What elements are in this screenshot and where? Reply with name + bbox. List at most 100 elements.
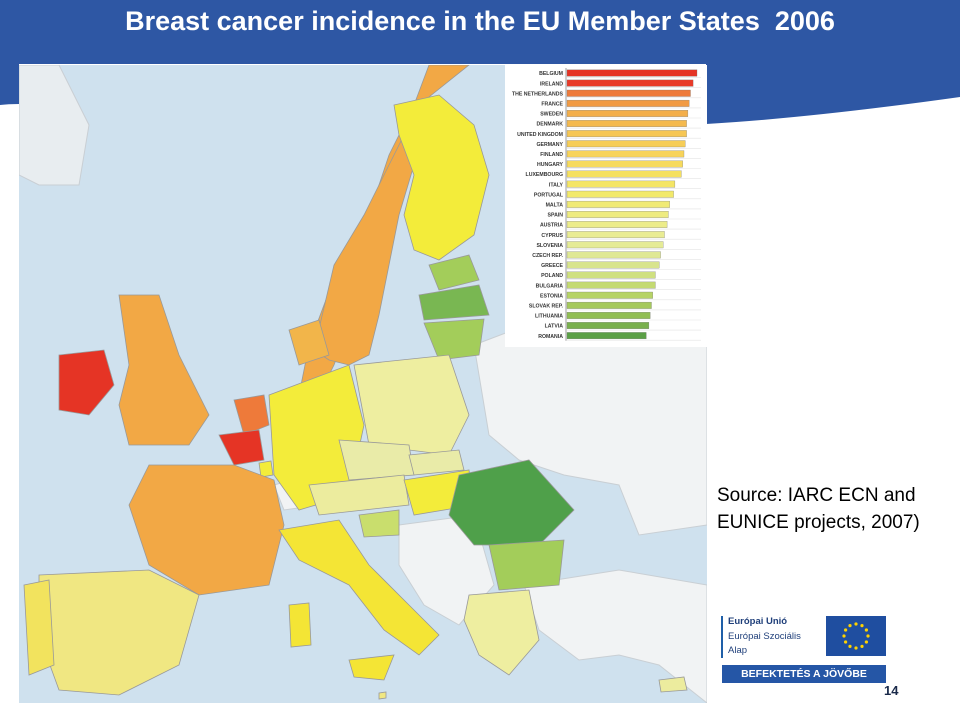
europe-map: [19, 65, 707, 703]
flag-star: [844, 628, 848, 632]
bar: [566, 130, 687, 138]
country-united-kingdom: [118, 294, 210, 446]
bar-label: CZECH REP.: [532, 253, 563, 259]
bar: [566, 251, 661, 259]
country-italy-sardinia: [288, 602, 312, 648]
bar-label: POLAND: [541, 273, 563, 279]
country-czech-rep: [338, 439, 415, 481]
country-poland: [353, 354, 470, 456]
bar-label: FINLAND: [540, 152, 563, 158]
bar: [566, 180, 676, 188]
flag-star: [842, 634, 846, 638]
bar: [566, 332, 647, 340]
bar: [566, 140, 686, 148]
bar: [566, 190, 674, 198]
bar-label: SPAIN: [548, 213, 564, 219]
country-malta: [378, 691, 387, 700]
bar-chart-svg: BELGIUM IRELAND THE NETHERLANDS FRANCE SWEDE…: [512, 68, 701, 341]
bar-label: IRELAND: [540, 81, 563, 87]
bar-label: CYPRUS: [541, 233, 563, 239]
bar: [566, 200, 670, 208]
bar-label: GERMANY: [536, 142, 563, 148]
country-latvia: [418, 284, 490, 321]
country-slovenia: [358, 509, 400, 538]
bar: [566, 271, 656, 279]
country-france: [128, 464, 285, 596]
country-finland: [393, 94, 490, 261]
bar-label: UNITED KINGDOM: [517, 132, 563, 138]
non-eu-land: [523, 569, 707, 703]
country-netherlands: [233, 394, 270, 436]
country-estonia: [428, 254, 480, 291]
bar: [566, 120, 687, 127]
bar: [566, 221, 668, 228]
flag-star: [854, 646, 858, 650]
flag-star: [848, 624, 852, 628]
bar: [566, 150, 685, 158]
bar-label: SLOVENIA: [536, 243, 563, 249]
bar: [566, 301, 652, 309]
bar-label: MALTA: [546, 203, 564, 209]
country-italy: [278, 519, 440, 656]
bar: [566, 261, 660, 269]
slide-title: Breast cancer incidence in the EU Member…: [125, 6, 835, 36]
flag-star: [854, 622, 858, 626]
bar-label: AUSTRIA: [540, 223, 563, 229]
bar: [566, 99, 690, 107]
bar: [566, 241, 664, 249]
bar-label: HUNGARY: [537, 162, 564, 168]
country-denmark: [288, 319, 330, 366]
slogan-bar: BEFEKTETÉS A JÖVŐBE: [722, 665, 886, 683]
flag-star: [864, 640, 868, 644]
flag-star: [844, 640, 848, 644]
flag-star: [860, 644, 864, 648]
country-greece: [463, 589, 540, 676]
bar: [566, 110, 689, 117]
bar-label: THE NETHERLANDS: [512, 91, 564, 97]
bar-label: ITALY: [549, 182, 564, 188]
bar-label: LATVIA: [545, 324, 564, 330]
bar: [566, 322, 650, 329]
country-ireland: [58, 349, 115, 416]
bar-label: ROMANIA: [538, 334, 563, 340]
logo-divider: [721, 616, 723, 658]
bar-label: FRANCE: [541, 102, 563, 108]
bar-label: BELGIUM: [539, 71, 563, 77]
eu-flag-icon: [826, 616, 886, 656]
bar-label: PORTUGAL: [534, 192, 564, 198]
flag-star: [864, 628, 868, 632]
bar-label: SWEDEN: [540, 112, 563, 118]
country-portugal: [23, 579, 55, 676]
country-cyprus: [658, 676, 688, 693]
logo-line-1: Európai Unió: [728, 616, 788, 627]
country-slovak-rep: [408, 449, 465, 476]
bar: [566, 281, 656, 289]
eu-funding-logo: Európai Unió Európai Szociális Alap BEFE…: [718, 612, 888, 687]
bar-label: LITHUANIA: [535, 314, 563, 320]
country-belgium: [218, 429, 265, 466]
flag-star: [848, 644, 852, 648]
bar-label: ESTONIA: [540, 293, 563, 299]
title-banner: [0, 0, 960, 124]
bar-label: BULGARIA: [536, 283, 564, 289]
non-eu-land: [19, 65, 90, 186]
bar-label: LUXEMBOURG: [526, 172, 563, 178]
page-number: 14: [884, 683, 899, 698]
bar: [566, 312, 651, 319]
source-note: Source: IARC ECN and EUNICE projects, 20…: [717, 485, 920, 533]
country-italy-sicily: [348, 654, 395, 681]
country-lithuania: [423, 318, 485, 361]
flag-star: [860, 624, 864, 628]
country-austria: [308, 474, 410, 516]
country-luxembourg: [258, 460, 274, 478]
bar: [566, 89, 691, 97]
logo-line-2: Európai Szociális: [728, 631, 801, 642]
bar: [566, 69, 698, 77]
flag-star: [866, 634, 870, 638]
bar: [566, 231, 665, 239]
bar-label: GREECE: [541, 263, 563, 269]
logo-line-3: Alap: [728, 645, 748, 656]
bar-label: SLOVAK REP.: [529, 304, 564, 310]
bar: [566, 291, 653, 299]
bar: [566, 160, 683, 168]
